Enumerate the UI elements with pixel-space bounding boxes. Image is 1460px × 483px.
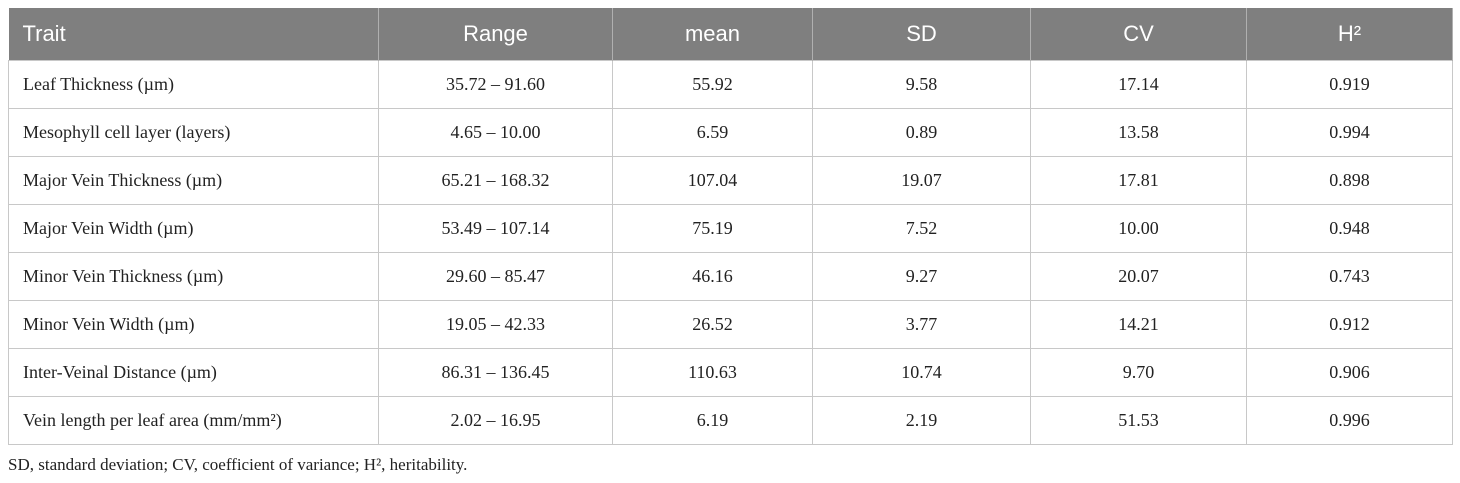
footnote: SD, standard deviation; CV, coefficient … <box>8 455 468 474</box>
table-cell: 3.77 <box>812 300 1031 349</box>
table-cell: 9.27 <box>812 252 1031 301</box>
header-cell: Trait <box>8 8 379 61</box>
table-cell: 0.743 <box>1246 252 1453 301</box>
table-cell: 0.89 <box>812 108 1031 157</box>
table-cell: 4.65 – 10.00 <box>378 108 613 157</box>
table-row: Mesophyll cell layer (layers) 4.65 – 10.0… <box>8 108 1453 157</box>
table-row: Major Vein Width (µm) 53.49 – 107.14 75.19… <box>8 204 1453 253</box>
table-cell: 110.63 <box>612 348 813 397</box>
table-cell: Major Vein Thickness (µm) <box>8 156 379 205</box>
table-cell: 9.70 <box>1030 348 1247 397</box>
table-cell: 46.16 <box>612 252 813 301</box>
table-cell: 6.19 <box>612 396 813 445</box>
table-cell: 51.53 <box>1030 396 1247 445</box>
table-cell: 0.948 <box>1246 204 1453 253</box>
table-cell: 0.912 <box>1246 300 1453 349</box>
table-cell: 55.92 <box>612 60 813 109</box>
table-cell: Leaf Thickness (µm) <box>8 60 379 109</box>
table-cell: 13.58 <box>1030 108 1247 157</box>
table-cell: 17.81 <box>1030 156 1247 205</box>
table-cell: 75.19 <box>612 204 813 253</box>
table-cell: 6.59 <box>612 108 813 157</box>
table-cell: Vein length per leaf area (mm/mm²) <box>8 396 379 445</box>
table-cell: 14.21 <box>1030 300 1247 349</box>
table-cell: 7.52 <box>812 204 1031 253</box>
table-cell: 35.72 – 91.60 <box>378 60 613 109</box>
header-cell: H² <box>1246 8 1453 61</box>
table-cell: 2.02 – 16.95 <box>378 396 613 445</box>
table-cell: Mesophyll cell layer (layers) <box>8 108 379 157</box>
table-cell: Inter-Veinal Distance (µm) <box>8 348 379 397</box>
table-cell: 26.52 <box>612 300 813 349</box>
table-cell: Major Vein Width (µm) <box>8 204 379 253</box>
table-cell: Minor Vein Thickness (µm) <box>8 252 379 301</box>
table-cell: 19.07 <box>812 156 1031 205</box>
table-cell: 9.58 <box>812 60 1031 109</box>
table-cell: 10.74 <box>812 348 1031 397</box>
table-cell: 0.898 <box>1246 156 1453 205</box>
table-body: Leaf Thickness (µm) 35.72 – 91.60 55.92 9.5… <box>8 60 1453 445</box>
table-cell: 10.00 <box>1030 204 1247 253</box>
table-cell: 29.60 – 85.47 <box>378 252 613 301</box>
table-cell: 20.07 <box>1030 252 1247 301</box>
table-row: Major Vein Thickness (µm) 65.21 – 168.32 1… <box>8 156 1453 205</box>
table-cell: 0.994 <box>1246 108 1453 157</box>
header-cell: mean <box>612 8 813 61</box>
table-cell: 0.996 <box>1246 396 1453 445</box>
table-cell: 2.19 <box>812 396 1031 445</box>
table-row: Minor Vein Width (µm) 19.05 – 42.33 26.52 3… <box>8 300 1453 349</box>
table-row: Inter-Veinal Distance (µm) 86.31 – 136.45… <box>8 348 1453 397</box>
table-cell: Minor Vein Width (µm) <box>8 300 379 349</box>
table-cell: 65.21 – 168.32 <box>378 156 613 205</box>
table-cell: 107.04 <box>612 156 813 205</box>
table-row: Leaf Thickness (µm) 35.72 – 91.60 55.92 9.5… <box>8 60 1453 109</box>
table-cell: 19.05 – 42.33 <box>378 300 613 349</box>
table-wrap: Trait Range mean SD CV H² Leaf Thickness (µm)… <box>8 8 1453 445</box>
header-cell: CV <box>1030 8 1247 61</box>
table-row: Vein length per leaf area (mm/mm²) 2.02 –… <box>8 396 1453 445</box>
header-cell: SD <box>812 8 1031 61</box>
table-row: Minor Vein Thickness (µm) 29.60 – 85.47 46… <box>8 252 1453 301</box>
table-cell: 86.31 – 136.45 <box>378 348 613 397</box>
table-cell: 0.906 <box>1246 348 1453 397</box>
header-cell: Range <box>378 8 613 61</box>
data-table: Trait Range mean SD CV H² Leaf Thickness (µm)… <box>8 8 1453 445</box>
table-cell: 53.49 – 107.14 <box>378 204 613 253</box>
table-cell: 17.14 <box>1030 60 1247 109</box>
table-cell: 0.919 <box>1246 60 1453 109</box>
header-row: Trait Range mean SD CV H² <box>8 8 1453 61</box>
